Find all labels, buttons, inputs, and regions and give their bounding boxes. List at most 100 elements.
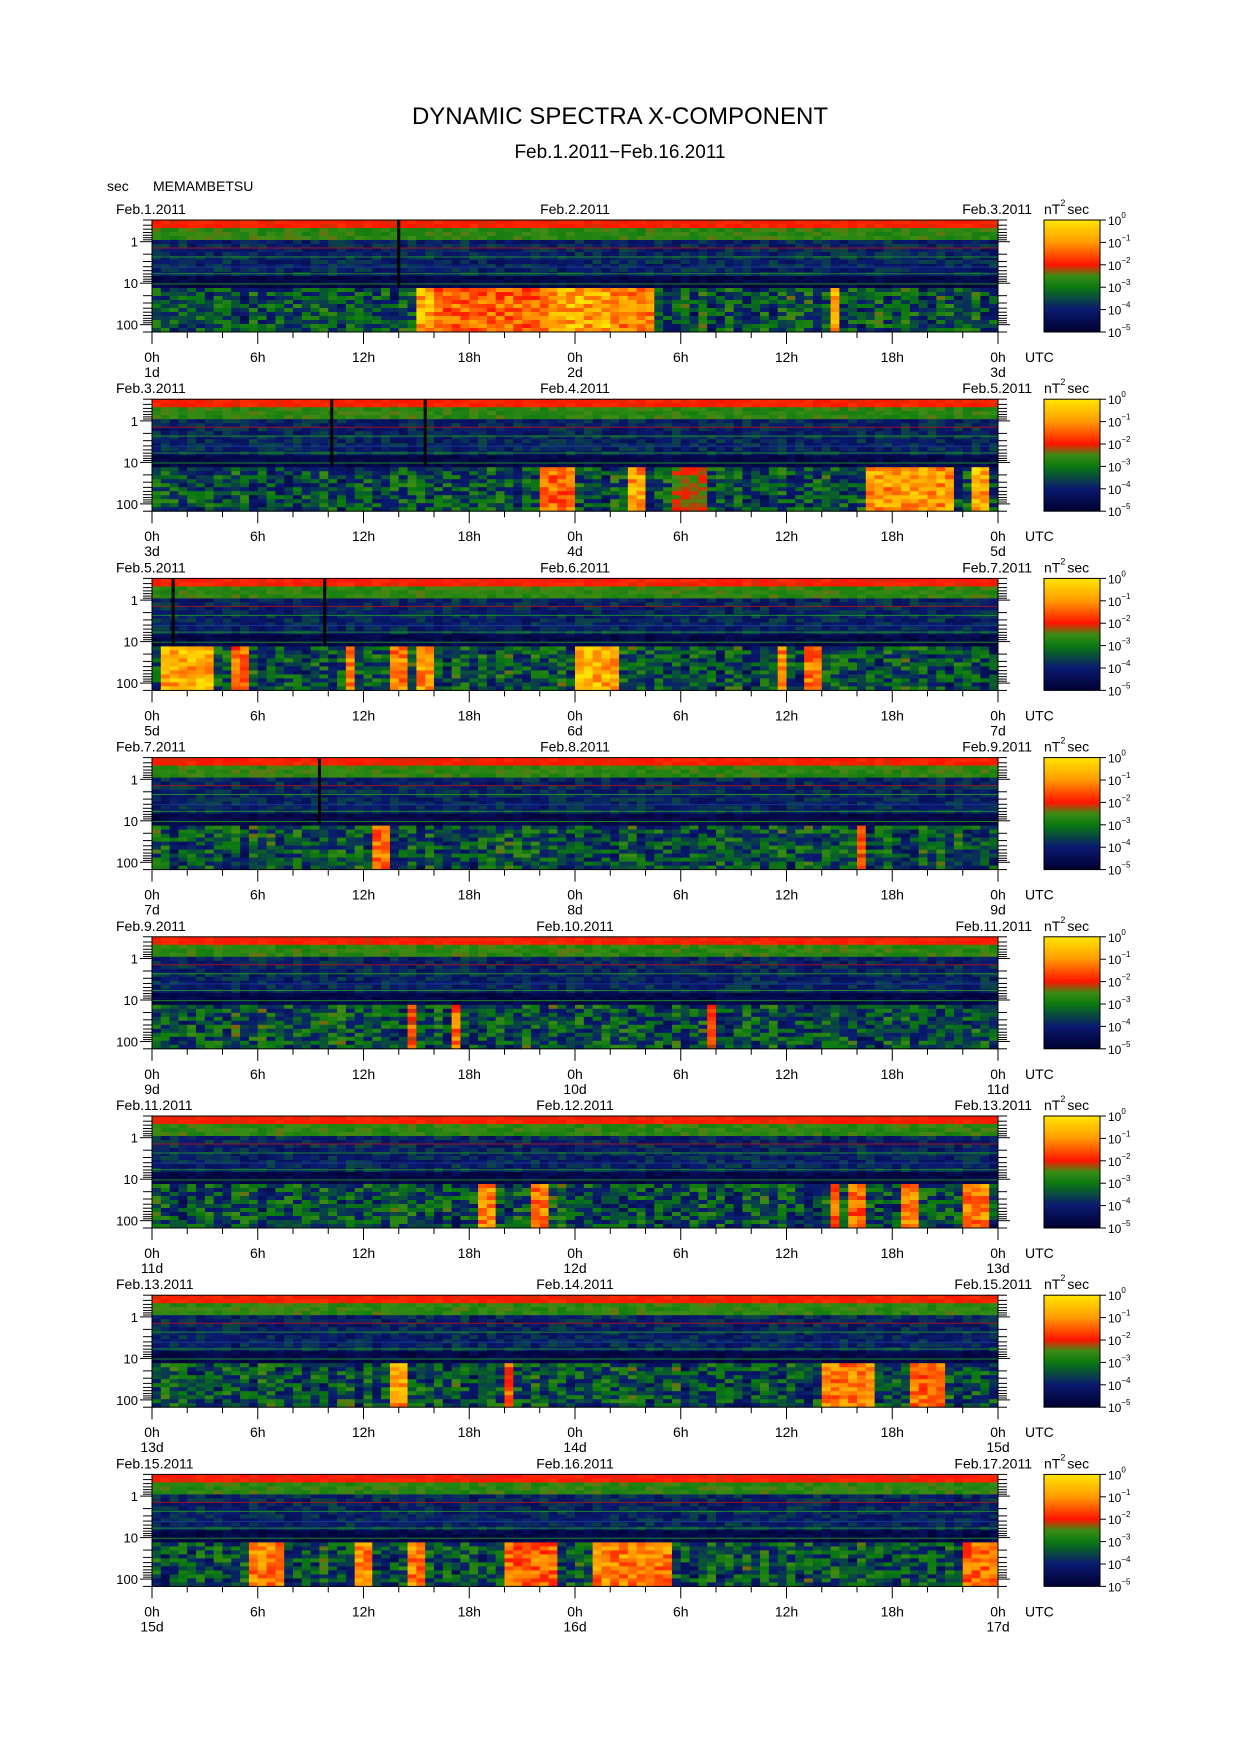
heatmap-cell [795,220,804,224]
heatmap-cell [452,228,461,232]
heatmap-cell [478,427,487,431]
heatmap-cell [831,399,840,403]
heatmap-cell [161,316,170,320]
heatmap-cell [795,320,804,324]
heatmap-cell [505,320,514,324]
heatmap-cell [469,304,478,308]
heatmap-cell [787,260,796,264]
heatmap-cell [989,284,998,288]
heatmap-cell [795,264,804,268]
heatmap-cell [469,483,478,487]
heatmap-cell [566,292,575,296]
heatmap-cell [284,292,293,296]
heatmap-cell [381,463,390,467]
heatmap-cell [778,252,787,256]
heatmap-cell [866,292,875,296]
heatmap-cell [231,439,240,443]
heatmap-cell [566,415,575,419]
heatmap-cell [822,220,831,224]
heatmap-cell [496,419,505,423]
heatmap-cell [751,320,760,324]
heatmap-cell [707,232,716,236]
heatmap-cell [787,304,796,308]
heatmap-cell [434,407,443,411]
heatmap-cell [170,431,179,435]
heatmap-cell [522,439,531,443]
heatmap-cell [716,308,725,312]
heatmap-cell [478,232,487,236]
heatmap-cell [452,248,461,252]
heatmap-cell [804,240,813,244]
heatmap-cell [223,487,232,491]
heatmap-cell [346,447,355,451]
heatmap-cell [522,431,531,435]
heatmap-cell [319,443,328,447]
heatmap-cell [478,220,487,224]
heatmap-cell [513,236,522,240]
heatmap-cell [231,304,240,308]
heatmap-cell [601,443,610,447]
heatmap-cell [170,232,179,236]
heatmap-cell [866,228,875,232]
heatmap-cell [152,431,161,435]
heatmap-cell [214,268,223,272]
heatmap-cell [831,320,840,324]
heatmap-cell [751,499,760,503]
heatmap-cell [584,324,593,328]
heatmap-cell [663,248,672,252]
heatmap-cell [381,220,390,224]
heatmap-cell [302,403,311,407]
heatmap-cell [584,479,593,483]
heatmap-cell [875,312,884,316]
heatmap-cell [575,491,584,495]
colorbar-tick-label: 10−3 [1108,278,1131,295]
heatmap-cell [540,284,549,288]
heatmap-cell [725,316,734,320]
heatmap-cell [178,427,187,431]
heatmap-cell [178,312,187,316]
heatmap-cell [390,292,399,296]
heatmap-cell [381,415,390,419]
heatmap-cell [787,491,796,495]
heatmap-cell [496,288,505,292]
heatmap-cell [707,419,716,423]
heatmap-cell [813,248,822,252]
heatmap-cell [302,427,311,431]
heatmap-cell [910,324,919,328]
heatmap-cell [751,224,760,228]
heatmap-cell [187,475,196,479]
heatmap-cell [804,304,813,308]
heatmap-cell [355,268,364,272]
heatmap-cell [919,292,928,296]
heatmap-cell [469,443,478,447]
heatmap-cell [566,220,575,224]
heatmap-cell [372,427,381,431]
heatmap-cell [707,479,716,483]
heatmap-cell [346,284,355,288]
heatmap-cell [936,284,945,288]
heatmap-cell [399,475,408,479]
heatmap-cell [725,240,734,244]
heatmap-cell [654,304,663,308]
heatmap-cell [258,463,267,467]
heatmap-cell [196,443,205,447]
heatmap-cell [857,312,866,316]
heatmap-cell [231,467,240,471]
heatmap-cell [505,248,514,252]
heatmap-cell [522,415,531,419]
heatmap-cell [566,312,575,316]
heatmap-cell [505,312,514,316]
heatmap-cell [646,407,655,411]
heatmap-cell [681,403,690,407]
heatmap-cell [469,264,478,268]
heatmap-cell [408,447,417,451]
heatmap-cell [319,304,328,308]
heatmap-cell [452,324,461,328]
heatmap-cell [725,411,734,415]
heatmap-cell [231,316,240,320]
heatmap-cell [531,304,540,308]
heatmap-cell [681,304,690,308]
heatmap-cell [425,224,434,228]
heatmap-cell [275,312,284,316]
heatmap-cell [954,236,963,240]
